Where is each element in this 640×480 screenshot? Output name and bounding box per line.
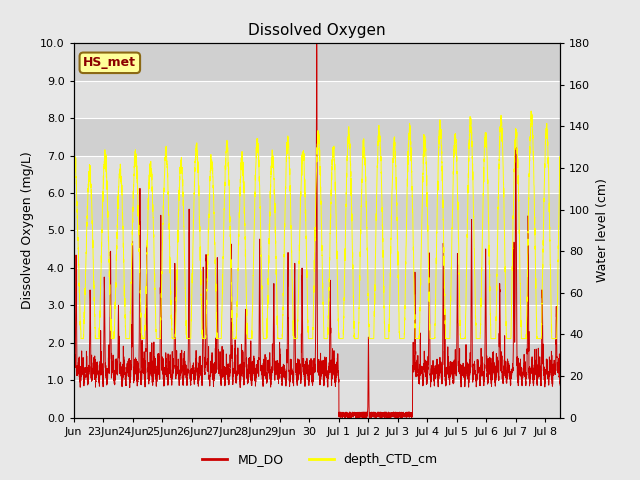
Bar [74, 43, 560, 81]
Bar [74, 380, 560, 418]
Bar [74, 156, 560, 193]
Text: HS_met: HS_met [83, 56, 136, 69]
Title: Dissolved Oxygen: Dissolved Oxygen [248, 23, 386, 38]
Bar [74, 268, 560, 305]
Y-axis label: Water level (cm): Water level (cm) [596, 179, 609, 282]
Bar [74, 81, 560, 118]
Bar [74, 193, 560, 230]
Legend: MD_DO, depth_CTD_cm: MD_DO, depth_CTD_cm [197, 448, 443, 471]
Bar [74, 230, 560, 268]
Bar [74, 343, 560, 380]
Y-axis label: Dissolved Oxygen (mg/L): Dissolved Oxygen (mg/L) [21, 152, 35, 309]
Bar [74, 305, 560, 343]
Bar [74, 118, 560, 156]
